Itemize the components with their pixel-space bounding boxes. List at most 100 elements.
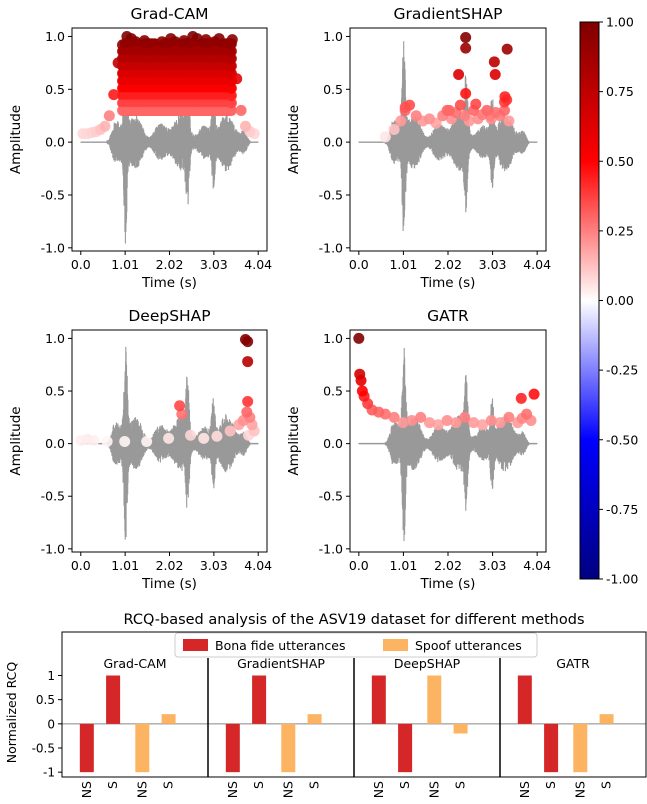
data-point	[499, 104, 511, 116]
legend-swatch-bona-fide	[183, 639, 208, 651]
y-axis-label: Normalized RCQ	[4, 662, 19, 764]
attribution-points	[353, 332, 540, 431]
data-point	[459, 110, 471, 122]
data-point	[499, 91, 511, 103]
x-tick-label: 3.03	[479, 257, 507, 272]
attribution-points	[77, 30, 260, 140]
waveform-panel-1: Grad-CAM 0.0 1.01 2.02 3.03 4.04 Time (s) -1.0 -…	[8, 5, 272, 291]
x-tick-label: 4.04	[523, 558, 551, 573]
y-tick-label: -0.5	[41, 489, 65, 504]
y-tick-label: -1	[43, 766, 55, 780]
waveform	[358, 348, 538, 542]
legend-label-bona-fide: Bona fide utterances	[215, 638, 345, 653]
x-tick-label: 2.02	[156, 558, 184, 573]
x-tick-label: S	[397, 781, 412, 789]
y-tick-label: 1.0	[45, 29, 65, 44]
legend: Bona fide utterances Spoof utterances	[174, 632, 538, 658]
data-point	[397, 417, 409, 429]
waveform	[80, 47, 259, 244]
data-point	[185, 429, 197, 441]
bar	[398, 723, 413, 773]
data-point	[99, 120, 111, 132]
data-point	[460, 42, 472, 54]
group-label: DeepSHAP	[394, 656, 461, 671]
x-tick-label: NS	[79, 781, 94, 798]
panel-title: Grad-CAM	[130, 5, 208, 23]
waveform	[358, 41, 538, 231]
x-tick-label: 3.03	[479, 558, 507, 573]
data-point	[198, 432, 210, 444]
x-tick-label: 0.0	[349, 257, 369, 272]
y-tick-label: -0.5	[319, 187, 343, 202]
data-point	[503, 411, 515, 423]
x-tick-label: 0.0	[349, 558, 369, 573]
y-tick-label: -0.5	[319, 489, 343, 504]
data-point	[239, 333, 251, 345]
x-tick-label: S	[251, 781, 266, 789]
data-point	[443, 104, 455, 116]
data-point	[242, 396, 254, 408]
bar	[106, 675, 121, 724]
data-point	[141, 436, 153, 448]
data-point	[450, 417, 462, 429]
attribution-points	[379, 32, 515, 143]
data-point	[415, 411, 427, 423]
x-axis-label: Time (s)	[141, 576, 197, 592]
x-tick-label: 1.01	[389, 257, 417, 272]
data-point	[488, 56, 500, 68]
data-point	[494, 417, 506, 429]
data-point	[503, 115, 515, 127]
y-tick-label: -1.0	[319, 541, 343, 556]
bar	[135, 723, 150, 773]
x-axis-label: Time (s)	[420, 576, 476, 592]
bar-chart-title: RCQ-based analysis of the ASV19 dataset …	[123, 612, 584, 628]
x-axis-label: Time (s)	[420, 275, 476, 291]
x-tick-label: 1.01	[111, 257, 139, 272]
data-point	[453, 69, 465, 81]
colorbar-tick-label: -0.25	[606, 363, 638, 378]
data-point	[406, 414, 418, 426]
data-point	[108, 89, 120, 101]
x-tick-label: NS	[371, 781, 386, 798]
waveform-panel-4: GATR 0.0 1.01 2.02 3.03 4.04 Time (s) -1.0 -0.5 0…	[286, 307, 551, 592]
x-tick-label: NS	[225, 781, 240, 798]
data-point	[490, 107, 502, 119]
y-axis-label: Amplitude	[8, 105, 24, 174]
waveform-panel-2: GradientSHAP 0.0 1.01 2.02 3.03 4.04 Time (s) -…	[286, 5, 551, 291]
y-tick-label: 0.5	[45, 384, 65, 399]
bar	[371, 675, 386, 724]
x-tick-label: S	[599, 781, 614, 789]
bar	[427, 675, 442, 724]
x-tick-label: 4.04	[244, 257, 272, 272]
data-point	[454, 99, 466, 111]
x-tick-label: NS	[426, 781, 441, 798]
data-point	[103, 110, 115, 122]
bar	[573, 723, 588, 773]
bar	[599, 714, 614, 724]
bar	[517, 675, 532, 724]
bar	[307, 714, 322, 724]
bar	[281, 723, 296, 773]
y-tick-label: 0.0	[45, 436, 65, 451]
x-tick-label: 3.03	[200, 558, 228, 573]
legend-swatch-spoof	[383, 639, 408, 651]
y-tick-label: 0.0	[323, 436, 343, 451]
data-point	[423, 417, 435, 429]
group-label: Grad-CAM	[104, 656, 167, 671]
colorbar-tick-label: -0.75	[606, 502, 638, 517]
x-tick-label: 3.03	[200, 257, 228, 272]
data-point	[432, 419, 444, 431]
x-tick-label: S	[543, 781, 558, 789]
y-tick-label: 0.5	[45, 82, 65, 97]
y-axis-label: Amplitude	[286, 406, 302, 475]
bar	[544, 723, 559, 773]
waveform-panel-3: DeepSHAP 0.0 1.01 2.02 3.03 4.04 Time (s) -1.0 -…	[8, 307, 272, 592]
data-point	[242, 356, 254, 368]
waveform-trace	[358, 348, 538, 542]
data-point	[81, 433, 93, 445]
bar	[79, 723, 94, 773]
x-tick-label: NS	[280, 781, 295, 798]
data-point	[481, 104, 493, 116]
x-tick-label: S	[307, 781, 322, 789]
